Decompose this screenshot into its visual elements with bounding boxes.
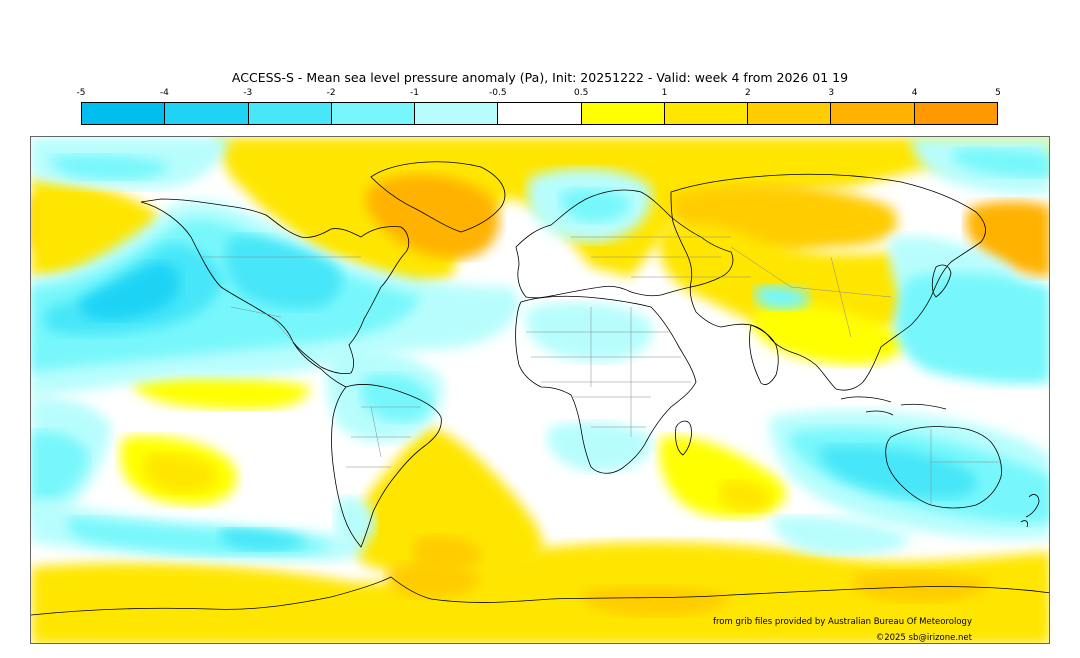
colorbar-tick-label: 5 xyxy=(995,88,1001,98)
field-southern-africa-cyan xyxy=(546,421,652,472)
field-indian-ocean-core xyxy=(719,480,772,512)
coast-central-america xyxy=(292,341,347,388)
borders-north-america xyxy=(201,256,361,343)
colorbar-segment xyxy=(248,103,332,124)
coast-new-zealand xyxy=(1020,494,1040,528)
colorbar-segment xyxy=(748,103,832,124)
colorbar-tick-label: -2 xyxy=(326,88,336,98)
colorbar-segment xyxy=(331,103,416,124)
coast-south-america xyxy=(331,384,442,548)
anomaly-map-svg xyxy=(31,137,1049,643)
field-npacific-cyan-core xyxy=(80,262,180,320)
field-southern-orange-2 xyxy=(581,585,731,617)
borders-australia xyxy=(930,429,1001,505)
field-china-yellow xyxy=(753,302,904,365)
field-south-atlantic xyxy=(352,427,543,579)
borders-south-america xyxy=(346,406,421,468)
colorbar-segment xyxy=(415,103,499,124)
colorbar-tick-label: -5 xyxy=(76,88,86,98)
colorbar-tick-label: -0.5 xyxy=(489,88,507,98)
field-southern-orange-1 xyxy=(387,561,481,599)
field-arctic-cyan-east-core xyxy=(952,148,1049,178)
copyright-credit: ©2025 sb@irizone.net xyxy=(875,633,972,643)
colorbar-segment xyxy=(82,103,166,124)
colorbar-segment xyxy=(664,103,749,124)
colorbar-segment xyxy=(581,103,665,124)
field-australia-cyan-3 xyxy=(820,445,978,499)
field-south-pacific-high-core xyxy=(144,452,217,493)
field-s-pacific-cyan-deep xyxy=(220,528,306,551)
country-borders xyxy=(201,236,1001,505)
colorbar-tick-label: 3 xyxy=(828,88,835,98)
field-w-pacific-cyan xyxy=(895,272,1049,384)
colorbar-tick-label: -4 xyxy=(159,88,169,98)
colorbar-legend xyxy=(81,102,998,125)
colorbar-tick-label: 0.5 xyxy=(574,88,589,98)
coast-japan xyxy=(931,264,952,298)
borders-eurasia xyxy=(571,236,892,338)
colorbar-tick-label: 4 xyxy=(911,88,918,98)
borders-africa xyxy=(526,307,691,437)
coast-india xyxy=(749,324,779,385)
colorbar-tick-label: -3 xyxy=(243,88,253,98)
colorbar-segment xyxy=(165,103,249,124)
coast-north-america xyxy=(140,198,410,375)
colorbar-segment xyxy=(498,103,582,124)
field-s-atlantic-cyan xyxy=(334,496,376,544)
map-title: ACCESS-S - Mean sea level pressure anoma… xyxy=(231,70,849,85)
colorbar-tick-label: -1 xyxy=(409,88,419,98)
field-scandinavia-cyan-core xyxy=(560,188,631,223)
coast-greenland xyxy=(370,161,506,233)
field-trop-pacific-yellow xyxy=(131,375,311,410)
coast-australia xyxy=(885,426,1002,509)
field-s-indian-cyan xyxy=(771,515,911,556)
colorbar-segment xyxy=(914,103,997,124)
field-arctic-cyan-west-core xyxy=(50,154,171,181)
colorbar-tick-label: 1 xyxy=(661,88,668,98)
field-e-pacific-cyan-core xyxy=(31,431,89,505)
coast-africa xyxy=(515,295,697,474)
field-greenland-orange xyxy=(365,174,500,258)
coast-madagascar xyxy=(675,420,692,456)
colorbar-segment xyxy=(831,103,915,124)
field-southern-ocean xyxy=(31,541,1049,643)
coast-asia xyxy=(670,173,986,391)
field-bering-east xyxy=(965,201,1049,277)
coastlines xyxy=(31,161,1049,616)
field-eurasia-yellow xyxy=(658,222,906,342)
colorbar-tick-labels: -5 -4 -3 -2 -1 -0.5 0.5 1 2 3 4 5 xyxy=(77,88,1001,100)
field-tibet-cyan xyxy=(754,285,811,310)
anomaly-map xyxy=(30,136,1050,644)
coast-antarctica xyxy=(31,576,1049,616)
field-namerica-cyan xyxy=(225,236,342,309)
coast-indonesia xyxy=(840,396,947,416)
data-source-credit: from grib files provided by Australian B… xyxy=(712,617,972,627)
anomaly-fields xyxy=(31,137,1049,643)
colorbar-tick-label: 2 xyxy=(745,88,751,98)
field-npacific-cyan-2 xyxy=(31,218,421,372)
